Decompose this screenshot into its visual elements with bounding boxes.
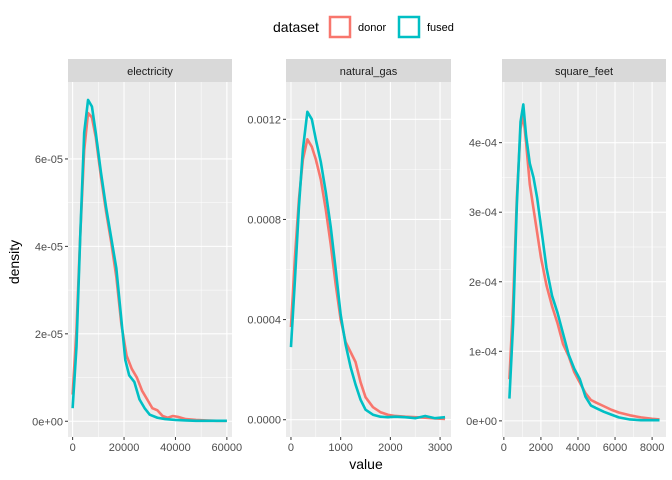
density-line-fused <box>508 103 660 422</box>
x-axis-title: value <box>349 456 383 472</box>
y-tick-label: 0e+00 <box>32 416 63 428</box>
legend-title: dataset <box>273 19 319 35</box>
density-line-donor <box>71 111 227 423</box>
panel-background <box>68 82 232 437</box>
y-tick-label: 2e-05 <box>35 329 63 341</box>
panel-background <box>286 82 451 437</box>
x-tick-label: 0 <box>70 442 76 454</box>
x-tick-label: 2000 <box>529 442 553 454</box>
y-tick-label: 0e+00 <box>466 416 497 428</box>
y-tick-label: 1e-04 <box>469 346 497 358</box>
legend-label-donor: donor <box>358 22 386 34</box>
density-line-fused <box>71 98 227 423</box>
panel-background <box>502 82 666 437</box>
x-tick-label: 40000 <box>160 442 191 454</box>
x-tick-label: 3000 <box>428 442 452 454</box>
density-line-fused <box>289 110 446 420</box>
x-tick-label: 4000 <box>566 442 590 454</box>
strip-label: electricity <box>127 66 173 78</box>
y-tick-label: 6e-05 <box>35 154 63 166</box>
x-tick-label: 20000 <box>109 442 140 454</box>
legend: dataset donor fused <box>273 15 454 39</box>
y-tick-label: 0.0000 <box>247 415 281 427</box>
panel-natural_gas: natural_gas 0 1000 2000 3000 0.0000 0.0004 0.00… <box>247 59 452 454</box>
strip-label: square_feet <box>555 66 613 78</box>
panel-electricity: electricity 0 20000 40000 60000 0e+00 2e-05 4e-… <box>32 59 242 454</box>
y-tick-label: 4e-05 <box>35 241 63 253</box>
x-tick-label: 6000 <box>603 442 627 454</box>
x-tick-label: 8000 <box>640 442 664 454</box>
x-tick-label: 60000 <box>212 442 243 454</box>
strip-background <box>502 59 666 82</box>
x-tick-label: 2000 <box>378 442 402 454</box>
x-tick-label: 0 <box>501 442 507 454</box>
panel-square_feet: square_feet 0 2000 4000 6000 8000 0e+00 1e-04 2e… <box>466 59 666 454</box>
y-tick-label: 0.0004 <box>247 315 281 327</box>
x-tick-label: 1000 <box>328 442 352 454</box>
strip-background <box>68 59 232 82</box>
strip-label: natural_gas <box>340 66 398 78</box>
legend-swatch-donor <box>328 15 352 39</box>
y-tick-label: 4e-04 <box>469 138 497 150</box>
strip-background <box>286 59 451 82</box>
legend-label-fused: fused <box>427 22 454 34</box>
y-tick-label: 0.0008 <box>247 214 281 226</box>
y-tick-label: 2e-04 <box>469 277 497 289</box>
x-tick-label: 0 <box>288 442 294 454</box>
y-tick-label: 0.0012 <box>247 114 281 126</box>
y-axis-title: density <box>6 240 22 284</box>
legend-swatch-fused <box>397 15 421 39</box>
y-tick-label: 3e-04 <box>469 207 497 219</box>
